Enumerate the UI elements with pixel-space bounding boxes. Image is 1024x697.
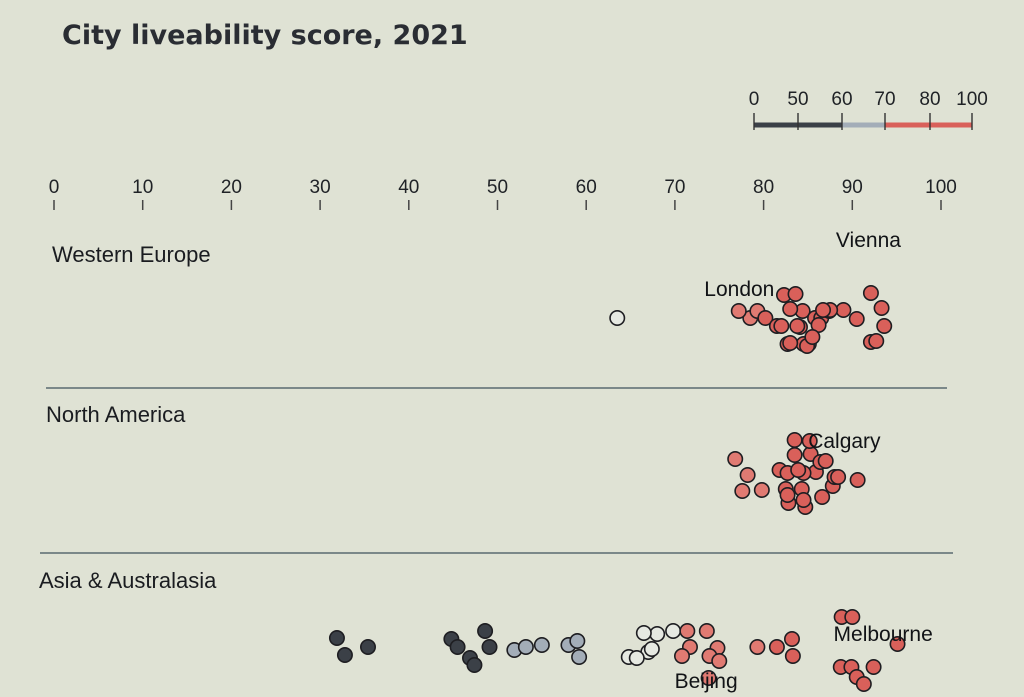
city-dot-melbourne	[889, 635, 906, 652]
x-tick-label: 60	[576, 177, 597, 198]
city-dot	[789, 317, 806, 334]
city-dot	[817, 452, 834, 469]
x-tick-label: 10	[132, 177, 153, 198]
city-dot	[649, 625, 666, 642]
legend-label: 70	[874, 89, 895, 110]
city-dot	[801, 432, 818, 449]
city-dot	[679, 622, 696, 639]
x-tick-label: 20	[221, 177, 242, 198]
color-legend: 0 50 60 70 80 100	[749, 89, 988, 130]
city-dot	[665, 622, 682, 639]
city-dot	[730, 302, 747, 319]
city-label: Calgary	[808, 430, 881, 453]
city-label: Beijing	[675, 670, 738, 693]
city-dot	[359, 638, 376, 655]
city-dot	[873, 299, 890, 316]
city-dot	[449, 638, 466, 655]
region-group: North America Calgary	[40, 402, 953, 554]
legend-label: 0	[749, 89, 760, 110]
x-tick-label: 90	[842, 177, 863, 198]
chart-title: City liveability score, 2021	[62, 20, 468, 51]
city-dot	[786, 446, 803, 463]
x-tick-label: 50	[487, 177, 508, 198]
city-label: Melbourne	[834, 623, 933, 646]
x-tick-label: 40	[398, 177, 419, 198]
regions: Western Europe London Vienna North America C…	[39, 229, 953, 693]
city-label: London	[704, 278, 774, 301]
city-label: Vienna	[836, 229, 901, 252]
city-dot-vienna	[862, 284, 879, 301]
city-dot-beijing	[700, 669, 717, 686]
region-group: Asia & Australasia Beijing Melbourne	[39, 568, 933, 693]
city-dot	[814, 488, 831, 505]
region-label: Asia & Australasia	[39, 568, 217, 593]
city-dot	[795, 491, 812, 508]
legend-label: 100	[956, 89, 988, 110]
city-dot	[876, 317, 893, 334]
city-dot	[782, 334, 799, 351]
city-dot	[734, 482, 751, 499]
city-dot	[328, 629, 345, 646]
city-dot	[783, 630, 800, 647]
city-dot	[673, 647, 690, 664]
city-dot	[727, 450, 744, 467]
city-dot	[849, 471, 866, 488]
city-dot	[757, 309, 774, 326]
city-dot	[804, 328, 821, 345]
city-dot	[635, 624, 652, 641]
city-dot	[848, 310, 865, 327]
region-label: Western Europe	[52, 242, 211, 267]
city-dot	[855, 675, 872, 692]
city-dot	[786, 431, 803, 448]
city-dot	[830, 468, 847, 485]
city-dot	[835, 301, 852, 318]
city-dot	[517, 638, 534, 655]
x-tick-label: 70	[664, 177, 685, 198]
city-dot	[477, 622, 494, 639]
x-tick-label: 30	[310, 177, 331, 198]
region-label: North America	[46, 402, 186, 427]
city-dot	[336, 646, 353, 663]
region-group: Western Europe London Vienna	[46, 229, 947, 389]
city-dot	[782, 300, 799, 317]
city-dot	[569, 632, 586, 649]
city-dot	[773, 317, 790, 334]
city-dot	[865, 658, 882, 675]
city-dot	[609, 309, 626, 326]
city-dot	[749, 638, 766, 655]
city-dot	[643, 640, 660, 657]
legend-label: 80	[919, 89, 940, 110]
x-tick-label: 80	[753, 177, 774, 198]
legend-label: 50	[787, 89, 808, 110]
city-dot	[768, 638, 785, 655]
city-dot	[787, 285, 804, 302]
city-dot	[844, 608, 861, 625]
city-dot	[779, 486, 796, 503]
city-dot	[466, 656, 483, 673]
city-dot	[784, 647, 801, 664]
legend-label: 60	[831, 89, 852, 110]
city-dot	[815, 301, 832, 318]
city-dot	[628, 649, 645, 666]
city-dot-calgary	[790, 461, 807, 478]
city-dot	[711, 652, 728, 669]
city-dot	[481, 638, 498, 655]
city-dot	[739, 466, 756, 483]
city-dot	[753, 481, 770, 498]
city-dot	[868, 332, 885, 349]
city-dot	[571, 648, 588, 665]
x-tick-label: 0	[49, 177, 60, 198]
x-tick-label: 100	[925, 177, 957, 198]
city-dot	[698, 622, 715, 639]
x-axis: 0 10 20 30 40 50 60 70 80 90 100	[49, 177, 957, 210]
city-dot	[533, 636, 550, 653]
